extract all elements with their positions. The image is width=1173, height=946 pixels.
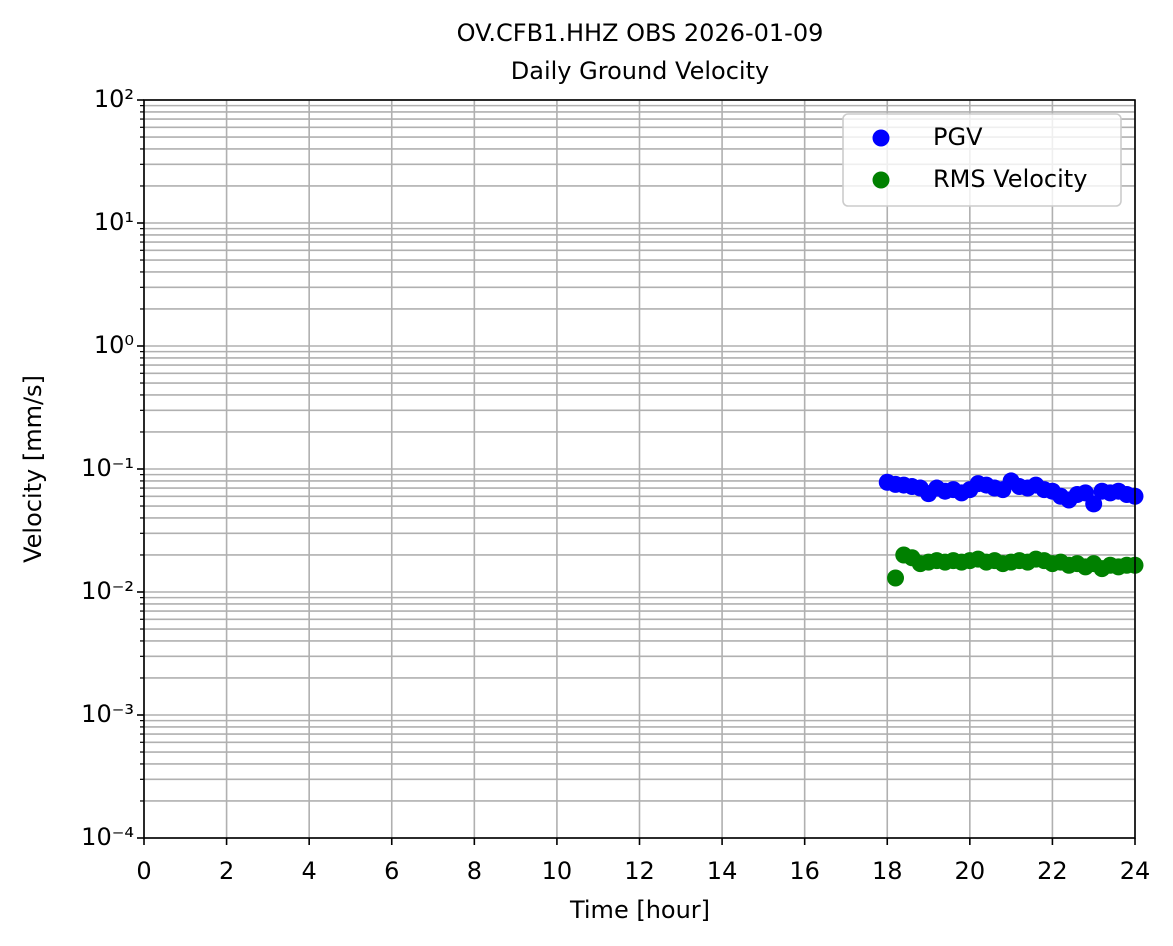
x-tick-label: 8 [467, 857, 482, 885]
x-tick-label: 2 [219, 857, 234, 885]
y-tick-label: 10² [94, 85, 134, 113]
x-tick-label: 4 [302, 857, 317, 885]
x-tick-label: 22 [1037, 857, 1068, 885]
x-tick-label: 0 [136, 857, 151, 885]
legend-box [842, 113, 1122, 207]
chart-subtitle: Daily Ground Velocity [511, 57, 769, 85]
x-tick-label: 6 [384, 857, 399, 885]
x-axis-label: Time [hour] [569, 896, 710, 924]
y-tick-label: 10⁻³ [81, 700, 134, 728]
y-axis-label: Velocity [mm/s] [19, 375, 47, 563]
grid [143, 99, 1136, 839]
x-tick-label: 20 [955, 857, 986, 885]
legend-label: PGV [933, 123, 983, 151]
plot-frame [143, 99, 1136, 839]
y-tick-label: 10⁻² [81, 577, 134, 605]
y-tick-label: 10⁻⁴ [81, 823, 134, 851]
legend-marker [872, 129, 890, 147]
x-tick-label: 10 [542, 857, 573, 885]
data-point [887, 569, 905, 587]
x-tick-label: 12 [624, 857, 655, 885]
y-tick-label: 10¹ [94, 208, 134, 236]
x-tick-label: 14 [707, 857, 738, 885]
x-tick-label: 16 [789, 857, 820, 885]
y-tick-label: 10⁻¹ [81, 454, 134, 482]
data-point [1085, 495, 1103, 513]
legend-marker [872, 171, 890, 189]
legend-label: RMS Velocity [933, 165, 1087, 193]
y-tick-label: 10⁰ [94, 331, 134, 359]
chart-title: OV.CFB1.HHZ OBS 2026-01-09 [457, 19, 824, 47]
x-tick-label: 24 [1120, 857, 1151, 885]
x-tick-label: 18 [872, 857, 903, 885]
